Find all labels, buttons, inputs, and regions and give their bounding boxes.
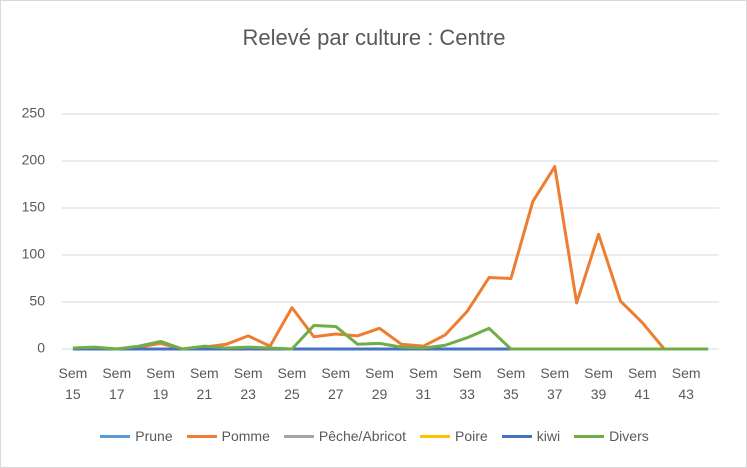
chart-title: Relevé par culture : Centre <box>243 25 506 50</box>
x-tick-label: Sem 31 <box>408 365 438 402</box>
x-tick-label: Sem 27 <box>321 365 351 402</box>
x-tick-label: Sem 29 <box>365 365 394 402</box>
line-series <box>72 165 709 351</box>
y-tick-label: 0 <box>37 340 45 356</box>
legend-label: Poire <box>455 428 488 444</box>
x-tick-label: Sem 23 <box>233 365 263 402</box>
legend-item: kiwi <box>501 428 561 444</box>
y-tick-label: 150 <box>22 199 46 215</box>
legend-swatch <box>186 434 217 438</box>
legend-swatch <box>501 434 532 438</box>
legend-item: Pomme <box>186 428 270 444</box>
x-tick-label: Sem 19 <box>146 365 175 402</box>
x-tick-label: Sem 33 <box>452 365 482 402</box>
legend-swatch <box>283 434 314 438</box>
legend: Prune Pomme Pêche/Abricot Poire kiwi Divers <box>1 428 746 444</box>
x-tick-label: Sem 43 <box>671 365 701 402</box>
legend-item: Prune <box>100 428 173 444</box>
x-tick-label: Sem 37 <box>540 365 570 402</box>
legend-label: Divers <box>609 428 649 444</box>
x-tick-label: Sem 41 <box>627 365 657 402</box>
legend-label: Pomme <box>221 428 270 444</box>
x-tick-label: Sem 39 <box>584 365 613 402</box>
x-tick-label: Sem 21 <box>189 365 219 402</box>
y-tick-label: 250 <box>22 105 46 121</box>
legend-swatch <box>420 434 451 438</box>
legend-label: kiwi <box>536 428 561 444</box>
legend-swatch <box>100 434 131 438</box>
line-series <box>72 324 709 351</box>
x-tick-label: Sem 35 <box>496 365 526 402</box>
legend-item: Pêche/Abricot <box>283 428 407 444</box>
legend-item: Poire <box>420 428 488 444</box>
y-tick-label: 100 <box>22 246 46 262</box>
y-tick-label: 50 <box>29 293 45 309</box>
legend-swatch <box>574 434 605 438</box>
legend-item: Divers <box>574 428 649 444</box>
x-tick-label: Sem 15 <box>58 365 88 402</box>
y-tick-label: 200 <box>22 152 46 168</box>
legend-label: Prune <box>135 428 173 444</box>
x-tick-label: Sem 25 <box>277 365 307 402</box>
legend-label: Pêche/Abricot <box>318 428 407 444</box>
x-tick-label: Sem 17 <box>102 365 132 402</box>
